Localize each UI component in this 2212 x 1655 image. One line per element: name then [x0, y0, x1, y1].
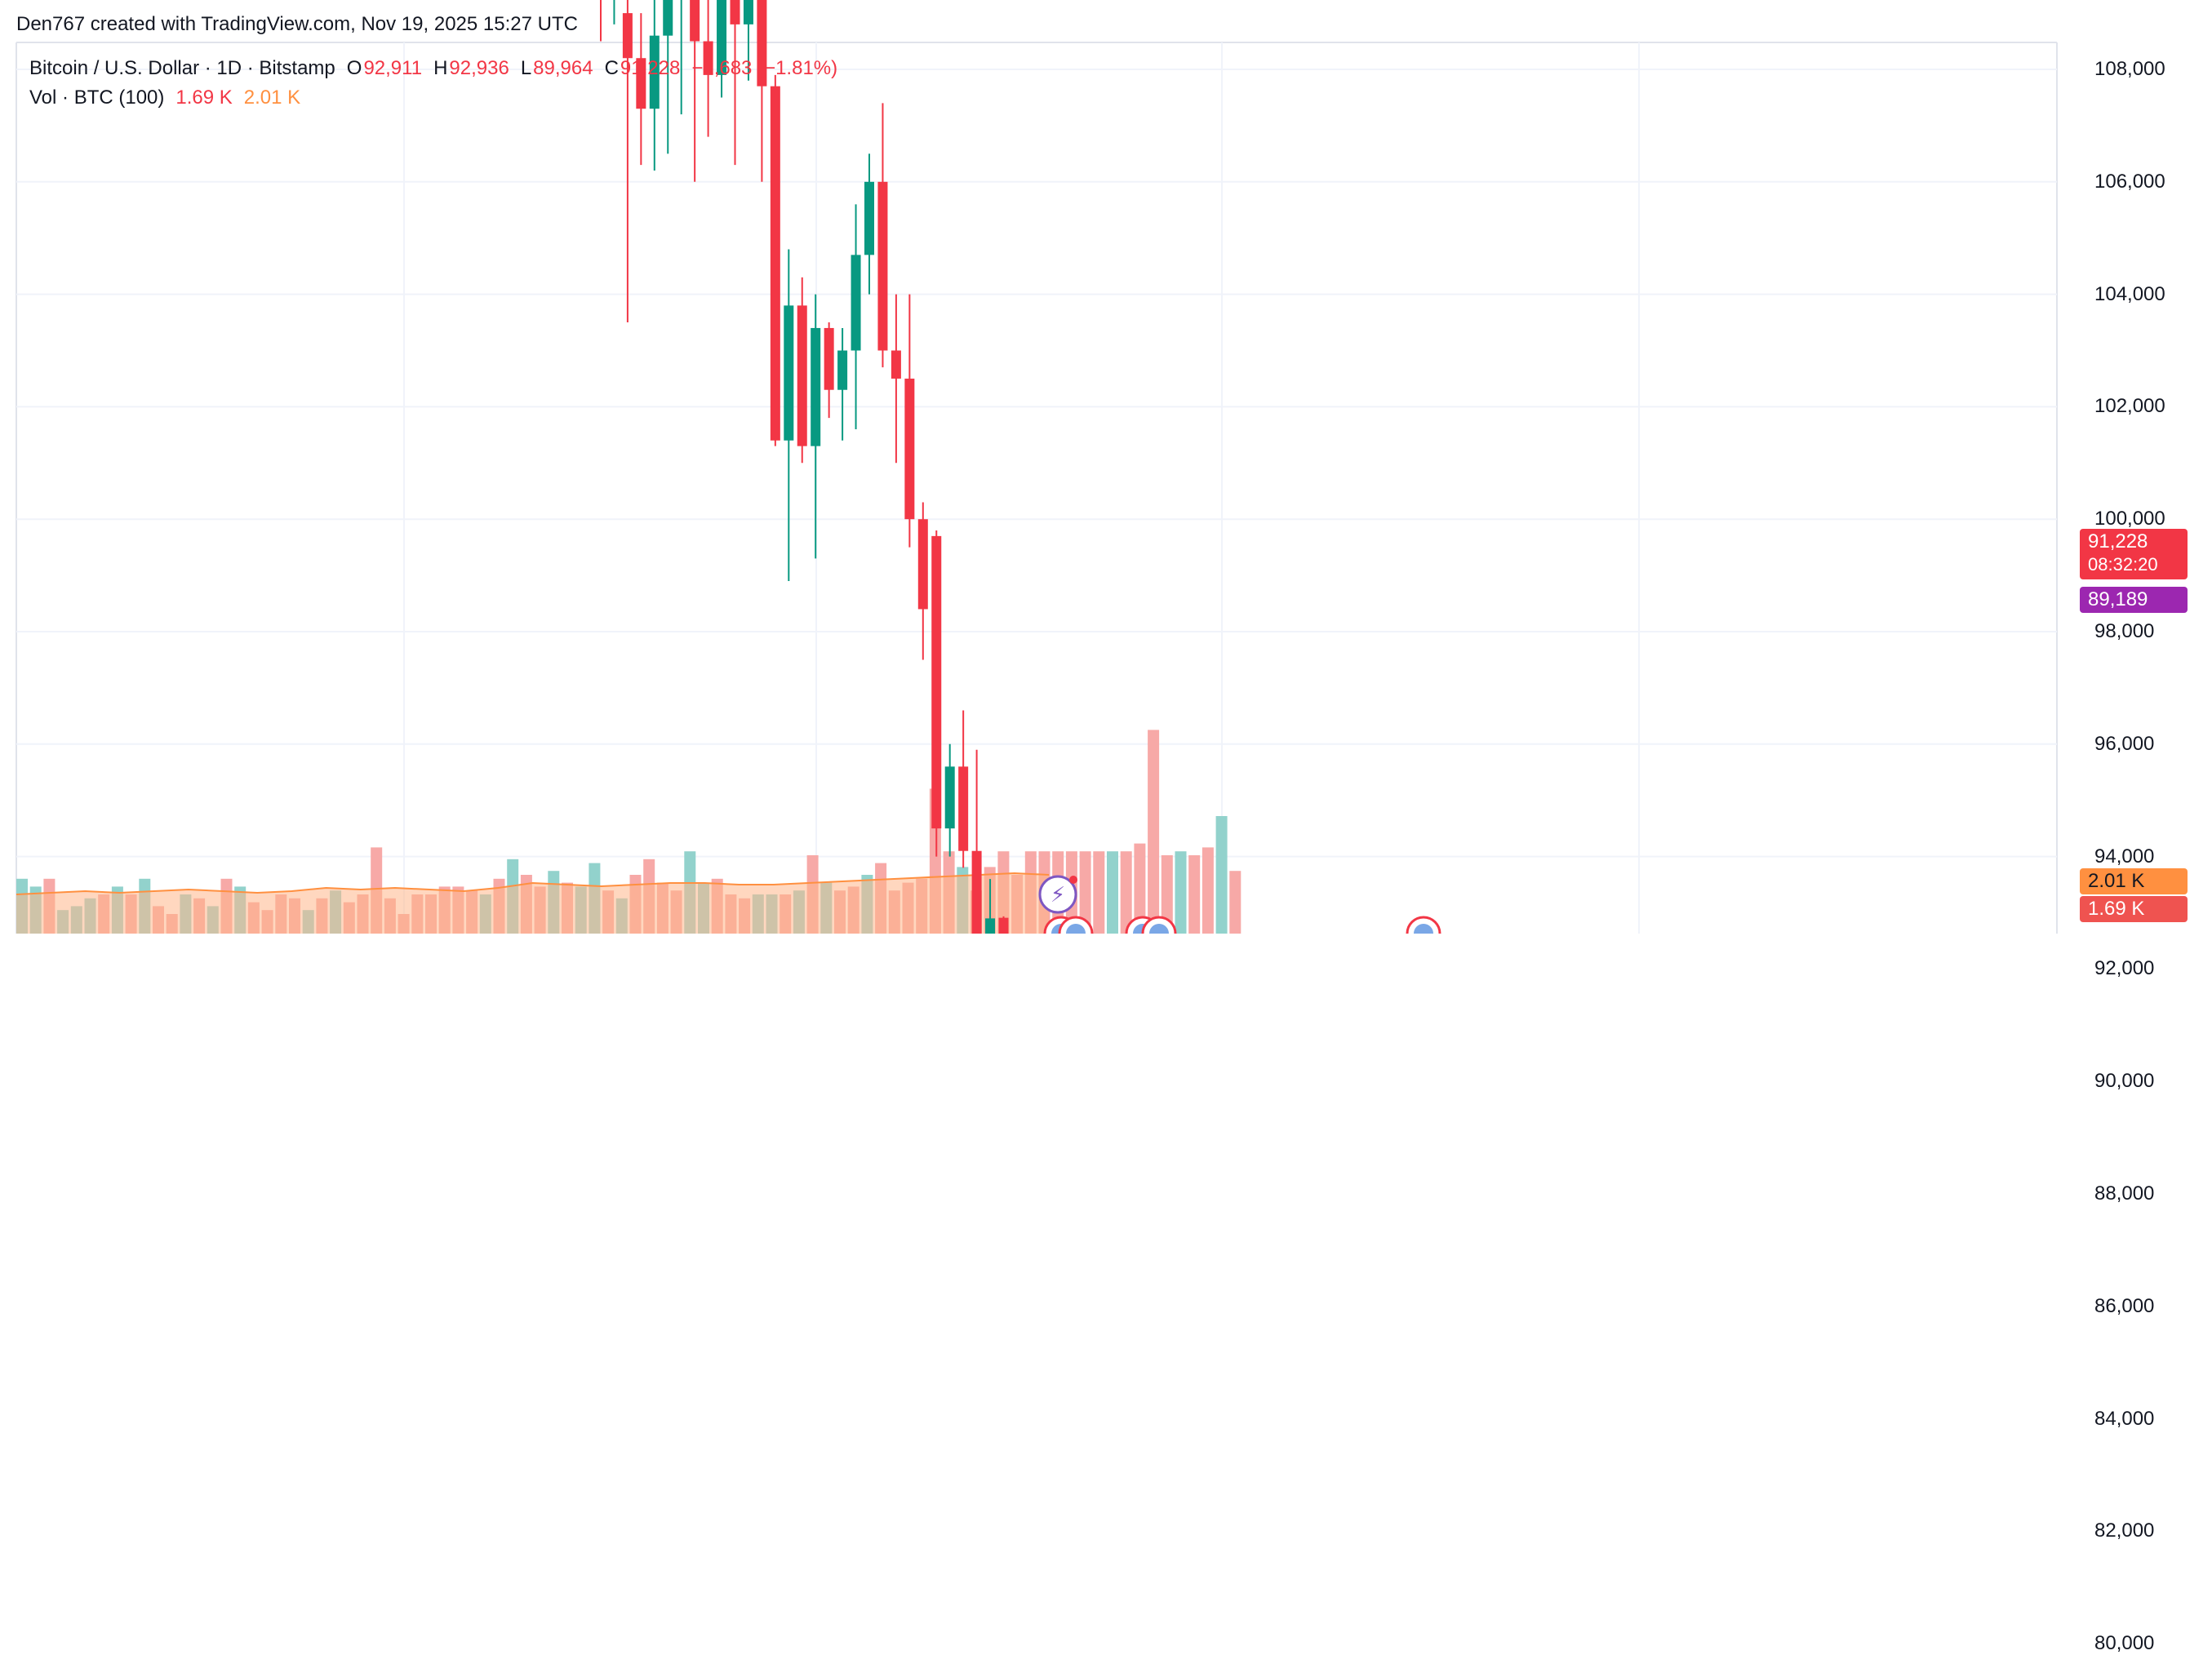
y-tick-label: 90,000: [2094, 1070, 2155, 1093]
candle-body: [837, 350, 848, 390]
candle-body: [931, 535, 942, 829]
close-value-group: C 91,228: [605, 57, 681, 80]
volume-ma-label: 2.01 K: [2080, 868, 2188, 894]
current-price-label: 91,228 08:32:20: [2080, 529, 2188, 579]
y-tick-label: 86,000: [2094, 1294, 2155, 1317]
candle-body: [649, 35, 660, 109]
y-tick-label: 96,000: [2094, 732, 2155, 755]
candle-body: [824, 327, 834, 390]
candle-body: [690, 0, 700, 42]
volume-title: Vol · BTC (100): [29, 87, 165, 109]
close-label: C: [604, 57, 619, 79]
y-tick-label: 102,000: [2094, 395, 2165, 418]
candle-body: [811, 327, 821, 446]
y-tick-label: 104,000: [2094, 282, 2165, 305]
change-value: −1,683 (−1.81%): [691, 57, 838, 79]
low-value: 89,964: [533, 57, 593, 79]
candle-body: [944, 766, 955, 829]
volume-label: 1.69 K: [2080, 896, 2188, 922]
candle-body: [877, 181, 888, 351]
candle-body: [730, 0, 740, 24]
candle-body: [891, 350, 901, 379]
lightning-glyph: ⚡: [1050, 883, 1065, 907]
volume-ma-value: 2.01 K: [243, 87, 301, 109]
candle-body: [985, 918, 996, 934]
candle-body: [958, 766, 969, 851]
volume-bar: [1161, 855, 1173, 934]
volume-bar: [1215, 816, 1228, 934]
candle-body: [770, 86, 780, 441]
candle-body: [703, 41, 713, 75]
flag-event-icon-inner: [1414, 924, 1433, 934]
volume-ma-area: [16, 873, 1049, 934]
symbol-title: Bitcoin / U.S. Dollar · 1D · Bitstamp: [29, 57, 335, 79]
volume-bar: [1134, 843, 1146, 934]
high-value-group: H 92,936: [433, 57, 509, 80]
high-value: 92,936: [449, 57, 509, 79]
y-tick-label: 98,000: [2094, 620, 2155, 642]
y-tick-label: 84,000: [2094, 1407, 2155, 1430]
volume-bar: [1093, 851, 1105, 934]
close-value: 91,228: [620, 57, 681, 79]
low-line-label: 89,189: [2080, 587, 2188, 613]
volume-bar: [1120, 851, 1132, 934]
candle-body: [917, 519, 928, 610]
candle-body: [998, 917, 1009, 934]
volume-bar: [1201, 847, 1214, 934]
candle-body: [663, 0, 673, 36]
low-value-group: L 89,964: [521, 57, 593, 80]
volume-value: 1.69 K: [175, 87, 233, 109]
candle-body: [784, 305, 794, 441]
event-dot: [1069, 876, 1077, 884]
volume-bar: [1175, 851, 1187, 934]
candle-body: [864, 181, 874, 255]
y-tick-label: 92,000: [2094, 957, 2155, 980]
candle-body: [971, 850, 982, 934]
flag-event-icon-inner: [1066, 924, 1086, 934]
y-tick-label: 94,000: [2094, 845, 2155, 867]
y-tick-label: 106,000: [2094, 170, 2165, 193]
lightning-event-icon: [1038, 875, 1077, 914]
volume-ma-line: [16, 872, 1050, 895]
open-value: 92,911: [363, 57, 423, 79]
y-tick-label: 108,000: [2094, 58, 2165, 80]
y-tick-label: 80,000: [2094, 1632, 2155, 1655]
open-label: O: [346, 57, 362, 79]
y-tick-label: 100,000: [2094, 508, 2165, 530]
price-chart[interactable]: ⚡: [0, 0, 2212, 934]
high-label: H: [433, 57, 448, 79]
attribution-text: Den767 created with TradingView.com, Nov…: [16, 13, 578, 35]
bar-countdown: 08:32:20: [2088, 554, 2158, 575]
volume-bar: [1188, 855, 1201, 934]
current-price-value: 91,228: [2088, 530, 2148, 552]
candle-body: [622, 13, 633, 59]
candle-body: [636, 58, 646, 109]
open-value-group: O 92,911: [347, 57, 422, 80]
volume-legend: Vol · BTC (100) 1.69 K 2.01 K: [29, 87, 300, 109]
volume-bar: [1229, 871, 1241, 934]
volume-bar: [1107, 851, 1118, 934]
candle-body: [717, 0, 727, 75]
candle-body: [904, 378, 915, 520]
y-tick-label: 88,000: [2094, 1182, 2155, 1205]
flag-event-icon-inner: [1149, 924, 1169, 934]
volume-bar: [1148, 730, 1160, 934]
volume-bar: [1079, 851, 1091, 934]
candle-body: [743, 0, 753, 24]
y-tick-label: 82,000: [2094, 1520, 2155, 1542]
candle-body: [851, 255, 861, 351]
candle-body: [757, 0, 767, 87]
low-label: L: [520, 57, 532, 79]
candle-body: [797, 305, 807, 446]
